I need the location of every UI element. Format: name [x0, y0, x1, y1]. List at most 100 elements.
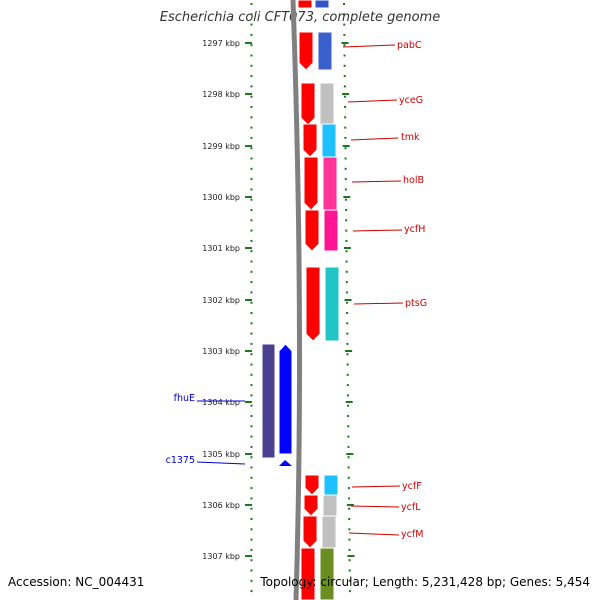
gene-label[interactable]: ycfF — [402, 481, 422, 492]
gene-label[interactable]: tmk — [401, 132, 420, 143]
scale-minor-tick-left — [250, 95, 253, 98]
gene-forward[interactable] — [298, 31, 333, 71]
forward-strand-genes — [297, 0, 340, 600]
gene-label[interactable]: fhuE — [174, 393, 195, 404]
scale-tick-label: 1304 kbp — [202, 398, 240, 407]
scale-minor-tick-right — [348, 518, 351, 520]
gene-forward[interactable] — [303, 156, 338, 211]
scale-minor-tick-left — [250, 476, 253, 479]
scale-minor-tick-left — [250, 518, 253, 520]
scale-minor-tick-right — [346, 322, 349, 325]
gene-forward[interactable] — [304, 209, 339, 252]
gene-forward[interactable] — [304, 474, 339, 496]
scale-minor-tick-right — [344, 106, 347, 108]
scale-minor-tick-left — [250, 126, 253, 129]
gene-arrow[interactable] — [278, 343, 293, 455]
gene-reverse[interactable] — [261, 343, 276, 459]
scale-minor-tick-right — [347, 497, 350, 500]
scale-minor-tick-left — [250, 415, 253, 417]
scale-minor-tick-left — [250, 487, 253, 490]
gene-label[interactable]: ptsG — [405, 298, 427, 309]
gene-label-leader — [196, 461, 246, 465]
cog-category-bar — [323, 209, 339, 252]
scale-minor-tick-right — [347, 435, 350, 438]
topology-text: Topology: circular; Length: 5,231,428 bp… — [260, 575, 590, 589]
gene-forward[interactable] — [300, 547, 335, 600]
scale-minor-tick-left — [250, 239, 253, 242]
cog-category-bar — [324, 266, 340, 342]
scale-minor-tick-right — [345, 291, 348, 294]
scale-minor-tick-right — [345, 229, 348, 232]
scale-minor-tick-left — [250, 13, 253, 16]
scale-minor-tick-right — [344, 188, 347, 191]
gene-forward[interactable] — [305, 266, 340, 342]
scale-minor-tick-left — [250, 569, 253, 572]
gene-arrow[interactable] — [300, 82, 316, 126]
scale-minor-tick-right — [348, 528, 351, 531]
gene-forward[interactable] — [303, 494, 338, 517]
gene-arrow[interactable] — [305, 266, 321, 342]
gene-arrow[interactable] — [298, 31, 314, 71]
scale-minor-tick-left — [250, 64, 253, 67]
gene-arrow-tail — [279, 460, 292, 466]
scale-minor-tick-right — [344, 167, 347, 170]
scale-minor-tick-left — [250, 167, 253, 170]
gene-arrow[interactable] — [300, 547, 316, 600]
reverse-strand-genes — [261, 343, 293, 466]
scale-tick-label: 1305 kbp — [202, 450, 240, 459]
gene-arrow[interactable] — [302, 123, 318, 158]
gene-label-leader — [351, 180, 402, 183]
gene-label[interactable]: pabC — [397, 40, 422, 51]
gene-arrow[interactable] — [303, 156, 319, 211]
scale-minor-tick-left — [250, 342, 253, 345]
gene-label[interactable]: yceG — [399, 95, 423, 106]
cog-category-bar — [319, 82, 335, 126]
scale-minor-tick-left — [250, 106, 253, 108]
scale-minor-tick-left — [250, 157, 253, 160]
gene-label[interactable]: holB — [403, 175, 424, 186]
scale-tick-label: 1300 kbp — [202, 193, 240, 202]
scale-minor-tick-right — [347, 425, 350, 428]
scale-minor-tick-left — [250, 528, 253, 531]
scale-minor-tick-left — [250, 54, 253, 57]
scale-minor-tick-right — [346, 312, 349, 314]
gene-label-leader — [353, 302, 404, 305]
gene-label[interactable]: ycfL — [401, 502, 421, 513]
gene-label[interactable]: c1375 — [166, 455, 195, 466]
gene-forward[interactable] — [302, 123, 337, 158]
cog-category-bar — [319, 547, 335, 600]
scale-minor-tick-right — [343, 54, 346, 57]
gene-arrow[interactable] — [304, 209, 320, 252]
page-title: Escherichia coli CFT073, complete genome — [159, 10, 441, 25]
scale-minor-tick-right — [347, 456, 350, 459]
scale-minor-tick-left — [250, 373, 253, 376]
scale-minor-tick-right — [347, 445, 350, 448]
gene-forward[interactable] — [297, 0, 330, 9]
gene-arrow[interactable] — [304, 474, 320, 496]
gene-label[interactable]: ycfM — [401, 529, 423, 540]
scale-minor-tick-right — [348, 538, 351, 541]
gene-arrow[interactable] — [302, 515, 318, 549]
scale-minor-tick-left — [250, 507, 253, 510]
gene-arrow[interactable] — [297, 0, 313, 9]
cog-category-bar — [317, 31, 333, 71]
scale-minor-tick-left — [250, 548, 253, 551]
scale-minor-tick-left — [250, 250, 253, 253]
scale-minor-tick-right — [348, 579, 351, 582]
scale-minor-tick-left — [250, 579, 253, 582]
scale-minor-tick-left — [250, 425, 253, 428]
scale-minor-tick-right — [343, 95, 346, 98]
gene-forward[interactable] — [302, 515, 337, 549]
scale-minor-tick-right — [344, 126, 347, 129]
gene-reverse[interactable] — [278, 343, 293, 466]
scale-minor-tick-left — [250, 322, 253, 325]
scale-tick-label: 1306 kbp — [202, 501, 240, 510]
scale-minor-tick-left — [250, 219, 253, 222]
scale-minor-tick-right — [345, 250, 348, 253]
gene-arrow[interactable] — [303, 494, 319, 517]
scale-minor-tick-right — [347, 466, 350, 469]
gene-label[interactable]: ycfH — [404, 224, 425, 235]
scale-minor-tick-right — [345, 239, 348, 242]
gene-forward[interactable] — [300, 82, 335, 126]
gene-arrow[interactable] — [261, 343, 276, 459]
